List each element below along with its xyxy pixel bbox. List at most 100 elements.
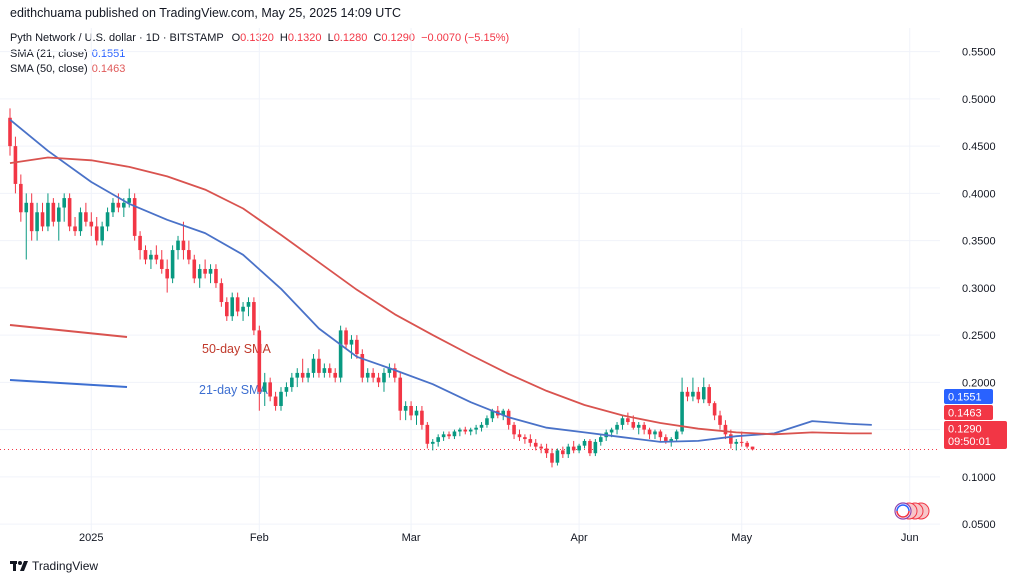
candle-body bbox=[67, 198, 72, 227]
sma50-value: 0.1463 bbox=[91, 63, 126, 75]
candle-body bbox=[430, 441, 435, 444]
low-label: L bbox=[327, 32, 334, 44]
candle-body bbox=[561, 450, 565, 455]
candle-body bbox=[463, 429, 468, 432]
candle-body bbox=[403, 405, 408, 411]
candle-body bbox=[523, 437, 527, 440]
candle-body bbox=[436, 437, 440, 442]
candle-body bbox=[750, 446, 755, 450]
candle-body bbox=[582, 440, 587, 446]
candle-body bbox=[317, 358, 321, 373]
brand-footer[interactable]: TradingView bbox=[10, 559, 98, 573]
candle-body bbox=[588, 440, 592, 454]
candle-body bbox=[398, 377, 403, 411]
candle-body bbox=[745, 442, 749, 447]
candle-body bbox=[544, 448, 549, 454]
candle-body bbox=[609, 429, 614, 433]
candle-body bbox=[577, 445, 581, 451]
event-icons[interactable] bbox=[894, 502, 930, 520]
candle-body bbox=[517, 434, 522, 438]
candle-body bbox=[56, 207, 61, 222]
open-label: O bbox=[231, 32, 241, 44]
symbol-title[interactable]: Pyth Network / U.S. dollar · 1D · BITSTA… bbox=[10, 32, 224, 44]
candle-body bbox=[192, 259, 197, 279]
candle-body bbox=[208, 268, 213, 274]
candle-body bbox=[479, 424, 484, 428]
candle-body bbox=[257, 330, 262, 392]
candle-body bbox=[441, 434, 446, 438]
y-tick-label: 0.5000 bbox=[962, 94, 996, 106]
candle-body bbox=[729, 434, 733, 444]
candle-body bbox=[447, 434, 451, 437]
candle-body bbox=[712, 403, 717, 416]
brand-name: TradingView bbox=[32, 559, 99, 573]
candle-body bbox=[371, 372, 375, 378]
candle-body bbox=[94, 226, 99, 241]
y-tick-label: 0.1000 bbox=[962, 472, 996, 484]
candle-body bbox=[664, 437, 668, 441]
candle-body bbox=[344, 330, 348, 345]
candle-body bbox=[414, 410, 419, 416]
sma50-row[interactable]: SMA (50, close) 0.1463 bbox=[10, 62, 509, 78]
candle-body bbox=[246, 302, 251, 307]
sma21-annotation-line[interactable] bbox=[9, 379, 128, 388]
candle-body bbox=[593, 441, 598, 454]
y-tick-label: 0.2500 bbox=[962, 330, 996, 342]
candle-body bbox=[235, 297, 240, 312]
candle-body bbox=[718, 415, 722, 425]
candle-body bbox=[284, 387, 289, 392]
chart-legend: Pyth Network / U.S. dollar · 1D · BITSTA… bbox=[10, 31, 509, 78]
candle-body bbox=[19, 183, 23, 213]
candle-body bbox=[35, 212, 39, 232]
y-tick-label: 0.4000 bbox=[962, 188, 996, 200]
candle-body bbox=[333, 372, 337, 378]
y-tick-label: 0.4500 bbox=[962, 141, 996, 153]
candle-body bbox=[241, 306, 245, 312]
candle-body bbox=[132, 198, 137, 236]
candle-body bbox=[29, 202, 34, 232]
sma50-annotation-line[interactable] bbox=[9, 324, 128, 338]
price-axis[interactable]: 0.05000.10000.15000.20000.25000.30000.35… bbox=[962, 47, 996, 531]
x-tick-label: Jun bbox=[901, 532, 919, 544]
candle-body bbox=[528, 439, 533, 443]
candle-body bbox=[165, 268, 169, 279]
candle-body bbox=[701, 387, 706, 400]
tradingview-logo-icon bbox=[10, 560, 28, 572]
candle-body bbox=[723, 424, 728, 435]
candle-body bbox=[539, 446, 543, 449]
candle-body bbox=[159, 259, 164, 269]
sma50-annotation-text: 50-day SMA bbox=[202, 342, 271, 356]
candle-body bbox=[338, 330, 343, 378]
candle-body bbox=[51, 202, 56, 222]
sma50-line bbox=[9, 156, 872, 436]
candle-body bbox=[571, 446, 576, 451]
candle-body bbox=[290, 377, 294, 388]
sma21-label: SMA (21, close) bbox=[10, 47, 88, 60]
sma21-annotation-text: 21-day SMA bbox=[199, 383, 268, 397]
candle-body bbox=[566, 446, 571, 455]
candle-body bbox=[40, 212, 45, 227]
candle-body bbox=[485, 418, 489, 425]
sma21-row[interactable]: SMA (21, close) 0.1551 bbox=[10, 47, 509, 63]
y-tick-label: 0.2000 bbox=[962, 377, 996, 389]
countdown-text: 09:50:01 bbox=[948, 436, 991, 448]
candle-body bbox=[300, 372, 305, 378]
sma21-value: 0.1551 bbox=[91, 47, 126, 60]
time-axis[interactable]: 2025 Feb Mar Apr May Jun bbox=[79, 532, 919, 544]
candle-body bbox=[149, 254, 153, 260]
candle-body bbox=[116, 202, 121, 208]
x-tick-label: 2025 bbox=[79, 532, 103, 544]
candle-body bbox=[674, 431, 679, 440]
change-value: −0.0070 (−5.15%) bbox=[421, 32, 510, 44]
candle-body bbox=[252, 302, 256, 331]
candle-body bbox=[203, 268, 207, 274]
y-tick-label: 0.0500 bbox=[962, 519, 996, 531]
candle-body bbox=[279, 391, 283, 406]
candle-body bbox=[327, 368, 332, 373]
candle-body bbox=[393, 368, 397, 378]
candle-body bbox=[739, 441, 744, 443]
high-label: H bbox=[279, 32, 288, 44]
candle-body bbox=[636, 424, 641, 428]
open-value: 0.1320 bbox=[240, 32, 274, 44]
